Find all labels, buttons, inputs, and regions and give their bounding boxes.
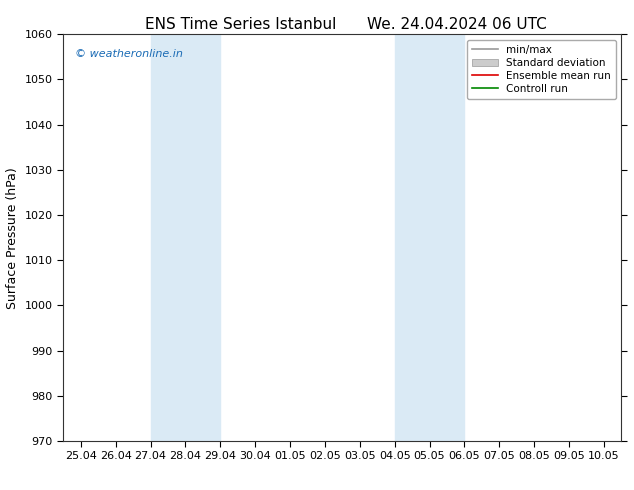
Legend: min/max, Standard deviation, Ensemble mean run, Controll run: min/max, Standard deviation, Ensemble me…	[467, 40, 616, 99]
Y-axis label: Surface Pressure (hPa): Surface Pressure (hPa)	[6, 167, 19, 309]
Text: ENS Time Series Istanbul: ENS Time Series Istanbul	[145, 17, 337, 32]
Text: © weatheronline.in: © weatheronline.in	[75, 49, 183, 58]
Text: We. 24.04.2024 06 UTC: We. 24.04.2024 06 UTC	[366, 17, 547, 32]
Bar	[150, 34, 221, 441]
Bar	[394, 34, 464, 441]
